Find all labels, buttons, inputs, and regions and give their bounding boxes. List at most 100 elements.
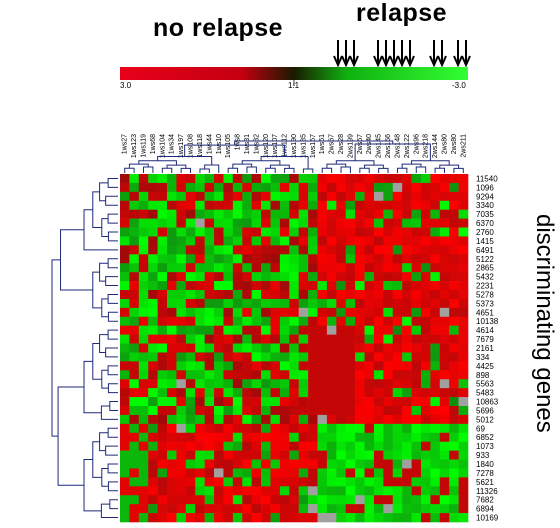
heatmap-cell (176, 209, 187, 219)
heatmap-cell (214, 182, 224, 193)
heatmap-cell (242, 290, 252, 300)
heatmap-cell (298, 272, 309, 282)
heatmap-cell (355, 468, 365, 478)
heatmap-cell (439, 388, 450, 398)
heatmap-cell (129, 227, 140, 237)
heatmap-cell (129, 379, 140, 389)
heatmap-cell (392, 182, 403, 193)
heatmap-cell (138, 200, 149, 210)
heatmap-cell (167, 316, 177, 326)
heatmap-cell (157, 227, 168, 237)
heatmap-cell (355, 316, 365, 326)
heatmap-cell (251, 218, 262, 228)
heatmap-cell (138, 468, 149, 478)
relapse-arrow-head-1 (341, 55, 351, 68)
heatmap-cell (223, 379, 234, 389)
heatmap-cell (120, 495, 130, 505)
sample-dendrogram-link (269, 164, 290, 169)
heatmap-cell (430, 200, 441, 210)
heatmap-cell (326, 379, 337, 389)
heatmap-cell (223, 182, 234, 193)
sample-dendrogram (124, 140, 464, 173)
heatmap-cell (270, 504, 281, 514)
heatmap-cell (261, 477, 271, 487)
heatmap-cell (289, 236, 300, 246)
heatmap-cell (392, 245, 403, 255)
heatmap-cell (261, 191, 271, 202)
heatmap-cell (326, 281, 337, 291)
sample-label: 1ws108 (188, 134, 195, 158)
heatmap-cell (157, 397, 168, 407)
heatmap-cell (138, 334, 149, 344)
sample-label: 1ws10 (216, 134, 223, 154)
heatmap-cell (185, 459, 196, 469)
heatmap-cell (129, 236, 140, 246)
heatmap-cell (251, 477, 262, 487)
sample-dendrogram-link (434, 167, 445, 173)
heatmap-cell (308, 191, 318, 202)
heatmap-cell (373, 227, 384, 237)
heatmap-cell (449, 227, 459, 237)
heatmap-cell (157, 352, 168, 362)
heatmap-cell (261, 209, 271, 219)
heatmap-cell (345, 352, 356, 362)
heatmap-cell (308, 290, 318, 300)
heatmap-cell (185, 504, 196, 514)
heatmap-cell (298, 191, 309, 202)
heatmap-cell (364, 218, 375, 228)
heatmap-cell (317, 388, 328, 398)
heatmap-cell (176, 236, 187, 246)
heatmap-cell (439, 513, 450, 523)
heatmap-cell (232, 504, 243, 514)
heatmap-cell (279, 272, 290, 282)
heatmap-cell (279, 343, 290, 353)
heatmap-cell (355, 209, 365, 219)
heatmap-cell (458, 370, 469, 380)
heatmap-cell (120, 325, 130, 335)
gene-dendrogram-link (107, 329, 118, 340)
heatmap-cell (317, 272, 328, 282)
heatmap-cell (336, 370, 347, 380)
heatmap-cell (195, 352, 205, 362)
heatmap-cell (270, 423, 281, 434)
heatmap-cell (167, 254, 177, 264)
heatmap-cell (364, 209, 375, 219)
heatmap-cell (251, 352, 262, 362)
heatmap-cell (373, 486, 384, 496)
sample-label: 2ws156 (385, 134, 392, 158)
heatmap-cell (326, 290, 337, 300)
heatmap-cell (148, 388, 158, 398)
heatmap-cell (270, 477, 281, 487)
heatmap-cell (279, 227, 290, 237)
gene-dendrogram-link (107, 463, 118, 474)
heatmap-cell (326, 298, 337, 309)
heatmap-cell (120, 174, 130, 184)
heatmap-cell (430, 414, 441, 425)
heatmap-cell (261, 370, 271, 380)
heatmap-cell (120, 307, 130, 318)
heatmap-cell (308, 432, 318, 442)
heatmap-cell (138, 361, 149, 371)
heatmap-cell (420, 495, 431, 505)
heatmap-cell (373, 352, 384, 362)
heatmap-cell (430, 468, 441, 478)
heatmap-cell (214, 432, 224, 442)
heatmap-cell (120, 477, 130, 487)
heatmap-cell (138, 441, 149, 451)
heatmap-cell (411, 290, 422, 300)
scale-max-label: -3.0 (452, 81, 466, 90)
heatmap-cell (270, 414, 281, 425)
heatmap-cell (373, 441, 384, 451)
heatmap-cell (420, 388, 431, 398)
heatmap-cell (392, 281, 403, 291)
heatmap-cell (223, 191, 234, 202)
gene-dendrogram-link (107, 365, 118, 376)
heatmap-cell (148, 281, 158, 291)
heatmap-cell (439, 325, 450, 335)
heatmap-cell (261, 298, 271, 309)
heatmap-cell (420, 325, 431, 335)
heatmap-cell (420, 254, 431, 264)
heatmap-cell (176, 200, 187, 210)
heatmap-cell (402, 307, 412, 318)
heatmap-cell (214, 200, 224, 210)
